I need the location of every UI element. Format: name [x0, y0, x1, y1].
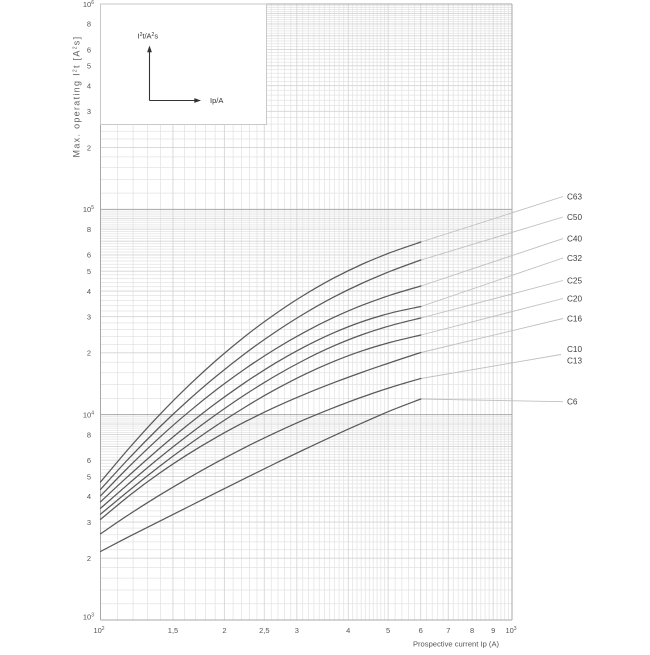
svg-text:104: 104	[83, 411, 94, 420]
svg-text:3: 3	[87, 313, 91, 322]
svg-text:Max. operating I2t [A2s]: Max. operating I2t [A2s]	[72, 36, 82, 158]
svg-text:2: 2	[87, 143, 91, 152]
svg-text:C10: C10	[567, 345, 582, 354]
svg-text:4: 4	[87, 492, 91, 501]
svg-text:1,5: 1,5	[168, 626, 178, 635]
svg-text:9: 9	[491, 626, 495, 635]
svg-text:Prospective current Ip (A): Prospective current Ip (A)	[413, 640, 500, 649]
svg-text:2: 2	[87, 554, 91, 563]
svg-text:4: 4	[87, 82, 91, 91]
svg-text:C13: C13	[567, 356, 582, 365]
svg-text:8: 8	[470, 626, 474, 635]
svg-text:8: 8	[87, 20, 91, 29]
svg-text:4: 4	[346, 626, 350, 635]
svg-text:103: 103	[83, 613, 94, 622]
svg-text:6: 6	[419, 626, 423, 635]
svg-text:2,5: 2,5	[259, 626, 269, 635]
svg-text:6: 6	[87, 456, 91, 465]
svg-text:106: 106	[83, 0, 94, 9]
svg-text:8: 8	[87, 225, 91, 234]
svg-text:Ip/A: Ip/A	[210, 96, 223, 105]
svg-text:6: 6	[87, 45, 91, 54]
svg-text:C40: C40	[567, 234, 582, 243]
svg-text:8: 8	[87, 430, 91, 439]
svg-text:C63: C63	[567, 192, 582, 201]
svg-text:105: 105	[83, 205, 94, 214]
svg-text:C32: C32	[567, 254, 582, 263]
svg-text:103: 103	[505, 626, 516, 635]
svg-text:3: 3	[87, 518, 91, 527]
svg-text:5: 5	[87, 472, 91, 481]
svg-text:4: 4	[87, 287, 91, 296]
svg-text:2: 2	[87, 349, 91, 358]
svg-text:2: 2	[222, 626, 226, 635]
svg-text:C20: C20	[567, 294, 582, 303]
svg-text:5: 5	[87, 62, 91, 71]
svg-text:102: 102	[93, 626, 104, 635]
svg-text:3: 3	[295, 626, 299, 635]
svg-text:7: 7	[446, 626, 450, 635]
svg-text:C6: C6	[567, 398, 578, 407]
svg-text:C16: C16	[567, 314, 582, 323]
svg-text:C25: C25	[567, 276, 582, 285]
svg-text:3: 3	[87, 107, 91, 116]
svg-text:I2t/A2s: I2t/A2s	[138, 32, 159, 41]
svg-text:5: 5	[87, 267, 91, 276]
svg-text:6: 6	[87, 251, 91, 260]
svg-text:C50: C50	[567, 213, 582, 222]
svg-text:5: 5	[386, 626, 390, 635]
